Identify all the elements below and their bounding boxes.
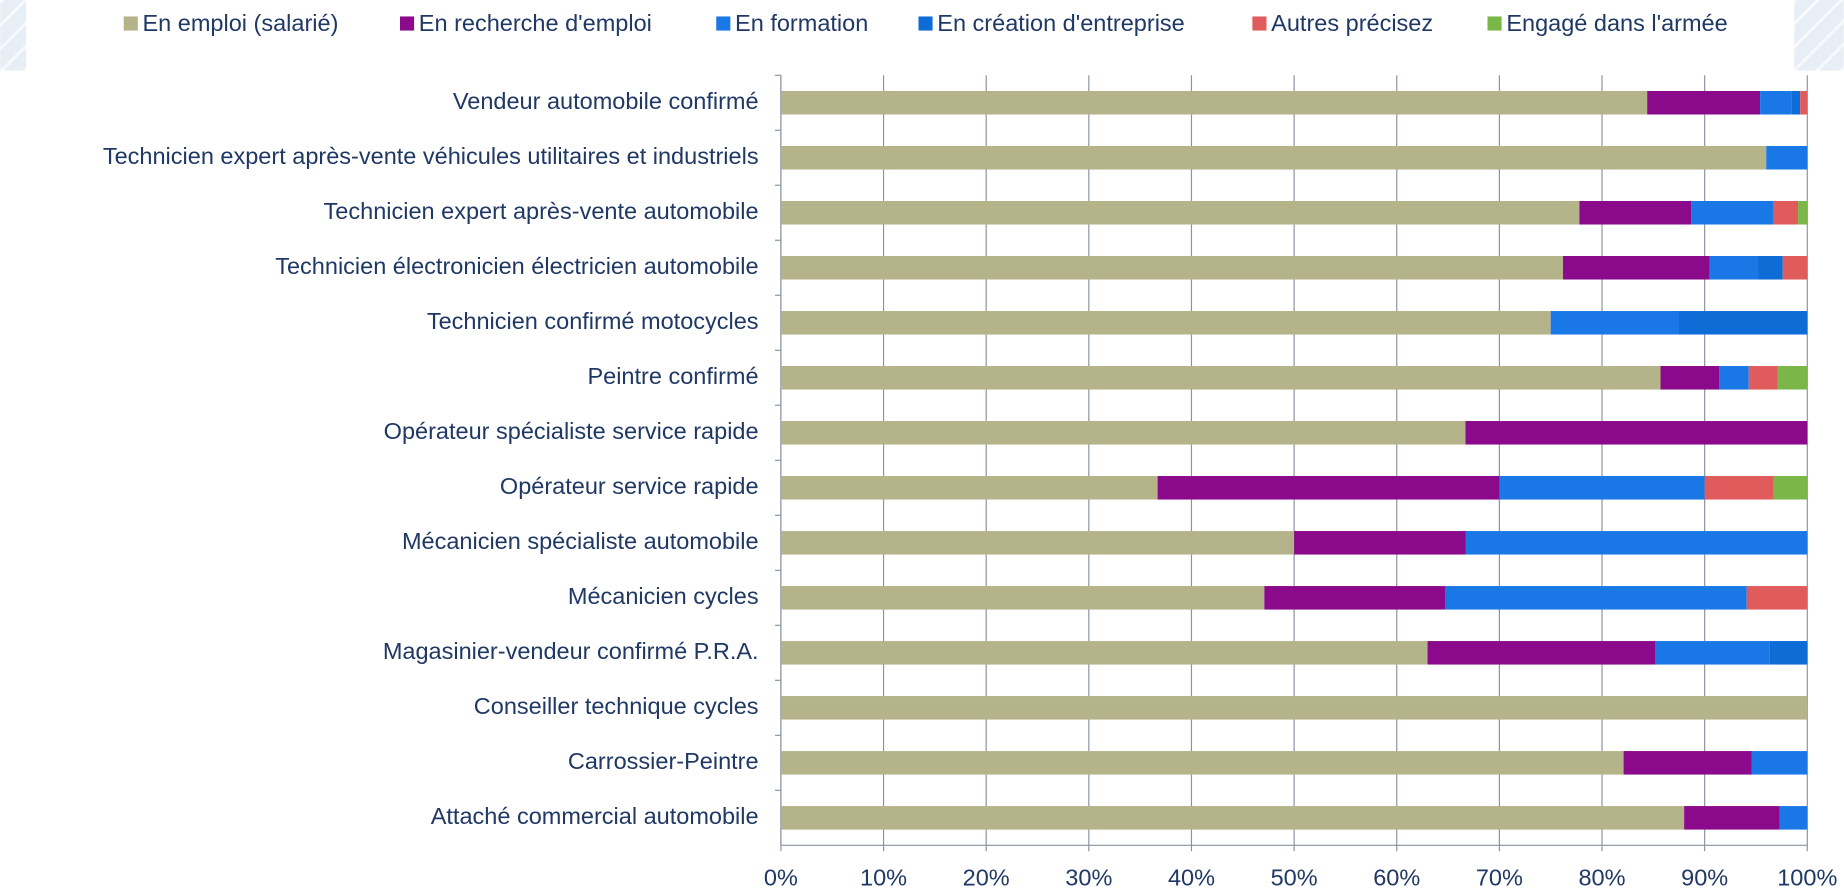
y-tick-label: Conseiller technique cycles — [474, 693, 759, 719]
bar-segment — [1773, 476, 1808, 500]
y-tick-label: Carrossier-Peintre — [568, 748, 759, 774]
bar-segment — [1678, 311, 1808, 335]
bar-segment — [1719, 366, 1749, 390]
legend-label: En recherche d'emploi — [419, 10, 652, 36]
x-tick-label: 40% — [1168, 865, 1215, 890]
legend-swatch — [1252, 16, 1267, 31]
y-tick-label: Peintre confirmé — [587, 363, 758, 389]
legend-label: En création d'entreprise — [937, 10, 1184, 36]
bar-segment — [780, 586, 1265, 610]
x-tick-label: 50% — [1271, 865, 1318, 890]
legend-swatch — [399, 16, 415, 31]
y-tick-label: Technicien expert après-vente automobile — [324, 198, 759, 224]
bar-segment — [1427, 641, 1656, 665]
bar-segment — [1760, 90, 1792, 115]
y-tick-label: Magasinier-vendeur confirmé P.R.A. — [383, 638, 759, 664]
bar-segment — [780, 531, 1295, 555]
legend-label: En formation — [735, 10, 868, 36]
legend-label: Engagé dans l'armée — [1506, 10, 1727, 36]
x-tick-label: 30% — [1065, 865, 1112, 890]
legend-label: Autres précisez — [1271, 10, 1433, 36]
legend-swatch — [918, 16, 933, 31]
bar-segment — [1773, 201, 1799, 225]
bar-segment — [780, 145, 1767, 170]
bar-segment — [1769, 641, 1808, 665]
bar-segment — [780, 90, 1648, 115]
legend-label: En emploi (salarié) — [143, 10, 339, 36]
x-tick-label: 60% — [1373, 865, 1420, 890]
bar-segment — [1704, 476, 1774, 500]
bar-segment — [1748, 366, 1778, 390]
bar-segment — [1766, 145, 1808, 170]
bar-segment — [1444, 586, 1747, 610]
bar-segment — [1709, 256, 1759, 280]
bar-segment — [1579, 201, 1692, 225]
bar-segment — [780, 806, 1685, 830]
bar-segment — [1465, 531, 1808, 555]
y-tick-label: Attaché commercial automobile — [431, 803, 759, 829]
bar-segment — [1550, 311, 1679, 335]
y-tick-label: Opérateur service rapide — [500, 473, 759, 499]
bar-segment — [1655, 641, 1770, 665]
x-tick-label: 70% — [1476, 865, 1523, 890]
bar-segment — [1782, 256, 1808, 280]
bar-segment — [780, 476, 1158, 500]
bar-segment — [1563, 256, 1710, 280]
y-tick-label: Technicien expert après-vente véhicules … — [103, 143, 759, 169]
legend-swatch — [123, 16, 138, 31]
legend: En emploi (salarié) En recherche d'emploi… — [123, 10, 1728, 36]
x-tick-label: 80% — [1578, 865, 1625, 890]
bar-segment — [780, 696, 1808, 720]
bar-segment — [1800, 90, 1808, 115]
bar-segment — [1623, 751, 1752, 775]
bar-segment — [780, 366, 1661, 390]
bar-segment — [1746, 586, 1808, 610]
bar-segment — [1157, 476, 1500, 500]
y-tick-label: Technicien électronicien électricien aut… — [275, 253, 758, 279]
bar-segment — [780, 256, 1564, 280]
bar-segment — [1798, 201, 1808, 225]
x-tick-label: 10% — [860, 865, 907, 890]
bar-segment — [1791, 90, 1801, 115]
plot: 0% 10% 20% 30% 40% 50% 60% 70% 80% 90% 100% Vendeur… — [103, 74, 1837, 890]
bar-segment — [780, 751, 1624, 775]
bar-segment — [1660, 366, 1720, 390]
bar-segment — [780, 311, 1551, 335]
bar-segment — [1647, 90, 1761, 115]
y-tick-label: Mécanicien spécialiste automobile — [402, 528, 759, 554]
y-tick-label: Technicien confirmé motocycles — [427, 308, 759, 334]
bar-segment — [780, 421, 1466, 445]
bar-segment — [1264, 586, 1445, 610]
bar-segment — [780, 641, 1428, 665]
x-tick-label: 20% — [963, 865, 1010, 890]
x-tick-label: 90% — [1681, 865, 1728, 890]
bar-segment — [1751, 751, 1808, 775]
legend-swatch — [716, 16, 731, 31]
bar-segment — [1777, 366, 1808, 390]
y-tick-label: Vendeur automobile confirmé — [453, 88, 759, 114]
y-tick-label: Mécanicien cycles — [568, 583, 759, 609]
legend-swatch — [1487, 16, 1502, 31]
bar-segment — [1779, 806, 1808, 830]
bar-segment — [1758, 256, 1783, 280]
x-tick-label: 100% — [1777, 865, 1837, 890]
bar-segment — [780, 201, 1580, 225]
bar-segment — [1684, 806, 1780, 830]
y-tick-label: Opérateur spécialiste service rapide — [384, 418, 759, 444]
bar-segment — [1691, 201, 1774, 225]
bar-segment — [1465, 421, 1808, 445]
bar-segment — [1294, 531, 1466, 555]
x-tick-label: 0% — [764, 865, 798, 890]
bar-segment — [1499, 476, 1705, 500]
legend-panel — [26, 0, 1795, 104]
